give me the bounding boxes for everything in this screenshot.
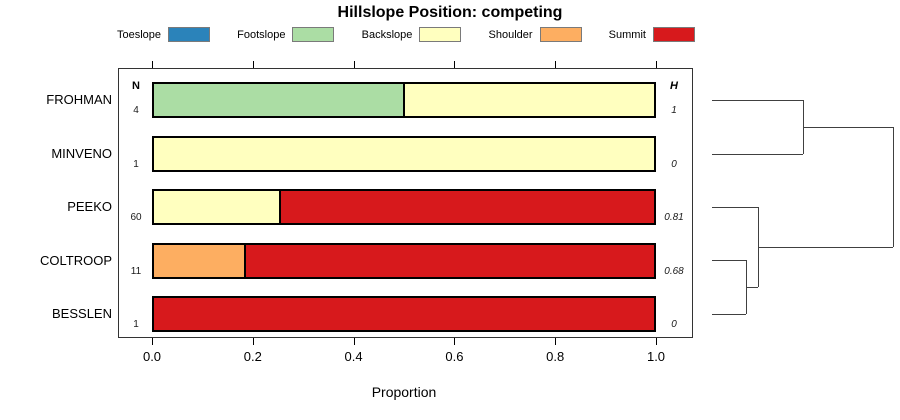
dendrogram-hline bbox=[803, 127, 893, 128]
legend-swatch-toeslope bbox=[168, 27, 211, 42]
bar-segment-summit bbox=[278, 191, 654, 223]
dendrogram-vline bbox=[893, 127, 894, 247]
cluster-dendrogram bbox=[693, 68, 900, 338]
top-tick bbox=[656, 61, 657, 68]
top-tick bbox=[252, 61, 254, 68]
legend-label: Shoulder bbox=[488, 28, 533, 41]
x-tick-label: 0.6 bbox=[445, 349, 464, 364]
category-label-frohman: FROHMAN bbox=[46, 92, 112, 107]
chart-title: Hillslope Position: competing bbox=[337, 4, 563, 21]
x-tick-label: 0.8 bbox=[546, 349, 565, 364]
plot-frame bbox=[118, 68, 693, 338]
category-label-minveno: MINVENO bbox=[51, 146, 112, 161]
n-value: 1 bbox=[133, 159, 139, 170]
top-tick bbox=[454, 61, 456, 68]
bar-segment-backslope bbox=[154, 138, 654, 170]
top-tick bbox=[353, 61, 355, 68]
dendrogram-hline bbox=[758, 247, 893, 248]
legend-swatch-shoulder bbox=[539, 27, 582, 42]
dendrogram-hline bbox=[712, 100, 803, 101]
x-tick-label: 1.0 bbox=[646, 349, 666, 364]
bar-segment-shoulder bbox=[154, 245, 244, 277]
legend-item-footslope: Footslope bbox=[237, 27, 335, 42]
n-value: 4 bbox=[133, 105, 139, 116]
bar-segment-backslope bbox=[154, 191, 279, 223]
x-tick-label: 0.2 bbox=[243, 349, 262, 364]
category-label-besslen: BESSLEN bbox=[52, 306, 112, 321]
h-value: 0.81 bbox=[664, 212, 684, 223]
x-tick-label: 0.4 bbox=[344, 349, 363, 364]
legend-item-toeslope: Toeslope bbox=[117, 27, 211, 42]
bar-row-frohman bbox=[152, 82, 656, 118]
bottom-tick bbox=[656, 338, 657, 345]
category-label-peeko: PEEKO bbox=[67, 199, 112, 214]
bar-segment-footslope bbox=[154, 84, 403, 116]
bottom-tick bbox=[555, 338, 557, 345]
legend-swatch-summit bbox=[652, 27, 695, 42]
legend-item-backslope: Backslope bbox=[362, 27, 462, 42]
top-tick bbox=[152, 61, 153, 68]
bottom-tick bbox=[353, 338, 355, 345]
legend-swatch-backslope bbox=[419, 27, 462, 42]
bottom-tick bbox=[454, 338, 456, 345]
dendrogram-hline bbox=[712, 314, 746, 315]
bar-segment-summit bbox=[243, 245, 654, 277]
bar-row-peeko bbox=[152, 189, 656, 225]
dendrogram-hline bbox=[712, 154, 803, 155]
h-column-header: H bbox=[670, 80, 678, 92]
category-label-coltroop: COLTROOP bbox=[40, 253, 112, 268]
x-tick-label: 0.0 bbox=[142, 349, 162, 364]
top-tick bbox=[555, 61, 557, 68]
n-value: 1 bbox=[133, 319, 139, 330]
dendrogram-hline bbox=[746, 287, 758, 288]
bar-row-minveno bbox=[152, 136, 656, 172]
bar-segment-backslope bbox=[403, 84, 654, 116]
h-value: 0 bbox=[671, 159, 677, 170]
dendrogram-hline bbox=[712, 207, 758, 208]
chart-legend: Toeslope Footslope Backslope Shoulder Summit bbox=[117, 27, 695, 42]
h-value: 1 bbox=[671, 105, 677, 116]
legend-label: Footslope bbox=[237, 28, 286, 41]
bar-segment-summit bbox=[154, 298, 654, 330]
legend-item-shoulder: Shoulder bbox=[489, 27, 582, 42]
legend-label: Summit bbox=[608, 28, 646, 41]
h-value: 0 bbox=[671, 319, 677, 330]
n-column-header: N bbox=[132, 80, 140, 92]
legend-label: Backslope bbox=[361, 28, 413, 41]
bar-row-besslen bbox=[152, 296, 656, 332]
legend-label: Toeslope bbox=[117, 28, 162, 41]
legend-swatch-footslope bbox=[292, 27, 335, 42]
bottom-tick bbox=[252, 338, 254, 345]
bottom-tick bbox=[152, 338, 153, 345]
legend-item-summit: Summit bbox=[609, 27, 695, 42]
x-axis-title: Proportion bbox=[371, 384, 437, 400]
h-value: 0.68 bbox=[664, 266, 684, 277]
n-value: 11 bbox=[130, 266, 142, 277]
dendrogram-hline bbox=[712, 260, 746, 261]
bar-row-coltroop bbox=[152, 243, 656, 279]
n-value: 60 bbox=[130, 212, 142, 223]
